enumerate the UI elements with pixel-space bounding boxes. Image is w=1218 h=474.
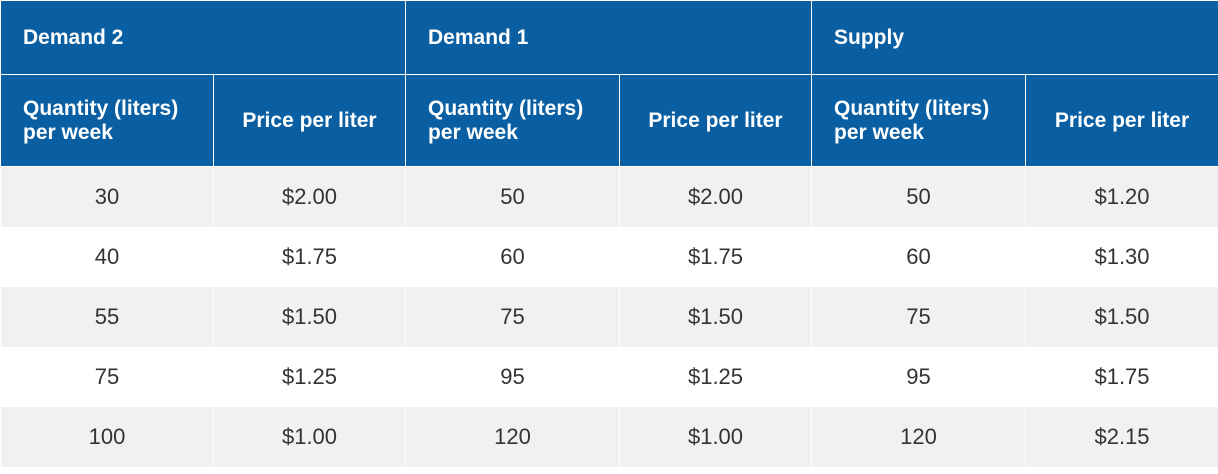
table-cell: 120 <box>811 407 1026 467</box>
table-cell: $2.00 <box>619 166 812 227</box>
table-cell: $1.00 <box>213 407 406 467</box>
table-cell: 60 <box>811 227 1026 287</box>
table-cell: 75 <box>0 347 214 407</box>
table-cell: 40 <box>0 227 214 287</box>
table-cell: $1.75 <box>213 227 406 287</box>
table-row: 30 $2.00 50 $2.00 50 $1.20 <box>0 166 1218 227</box>
table-row: 75 $1.25 95 $1.25 95 $1.75 <box>0 347 1218 407</box>
table-cell: 50 <box>405 166 620 227</box>
column-header-row: Quantity (liters) per week Price per lit… <box>0 74 1218 167</box>
table-cell: $1.50 <box>1024 287 1218 347</box>
table-cell: 100 <box>0 407 214 467</box>
table-row: 40 $1.75 60 $1.75 60 $1.30 <box>0 227 1218 287</box>
column-header-price: Price per liter <box>213 74 406 167</box>
table-row: 100 $1.00 120 $1.00 120 $2.15 <box>0 407 1218 467</box>
table-cell: 75 <box>811 287 1026 347</box>
table-cell: 75 <box>405 287 620 347</box>
table-cell: 60 <box>405 227 620 287</box>
table-cell: 55 <box>0 287 214 347</box>
table-cell: 50 <box>811 166 1026 227</box>
column-header-quantity: Quantity (liters) per week <box>405 74 620 167</box>
table-cell: $1.50 <box>213 287 406 347</box>
table-cell: 95 <box>811 347 1026 407</box>
group-header-row: Demand 2 Demand 1 Supply <box>0 0 1218 75</box>
table-cell: 120 <box>405 407 620 467</box>
table-row: 55 $1.50 75 $1.50 75 $1.50 <box>0 287 1218 347</box>
group-header-demand-2: Demand 2 <box>0 0 406 75</box>
table-cell: 95 <box>405 347 620 407</box>
table-cell: $1.50 <box>619 287 812 347</box>
group-header-demand-1: Demand 1 <box>405 0 812 75</box>
table-cell: $1.30 <box>1024 227 1218 287</box>
column-header-price: Price per liter <box>619 74 812 167</box>
table-cell: $1.75 <box>619 227 812 287</box>
table-cell: $1.00 <box>619 407 812 467</box>
column-header-quantity: Quantity (liters) per week <box>0 74 214 167</box>
table-cell: 30 <box>0 166 214 227</box>
table-cell: $1.20 <box>1024 166 1218 227</box>
table-cell: $1.75 <box>1024 347 1218 407</box>
table-cell: $1.25 <box>213 347 406 407</box>
table-cell: $1.25 <box>619 347 812 407</box>
column-header-quantity: Quantity (liters) per week <box>811 74 1026 167</box>
table-cell: $2.00 <box>213 166 406 227</box>
group-header-supply: Supply <box>810 0 1218 75</box>
table-cell: $2.15 <box>1024 407 1218 467</box>
column-header-price: Price per liter <box>1024 74 1218 167</box>
